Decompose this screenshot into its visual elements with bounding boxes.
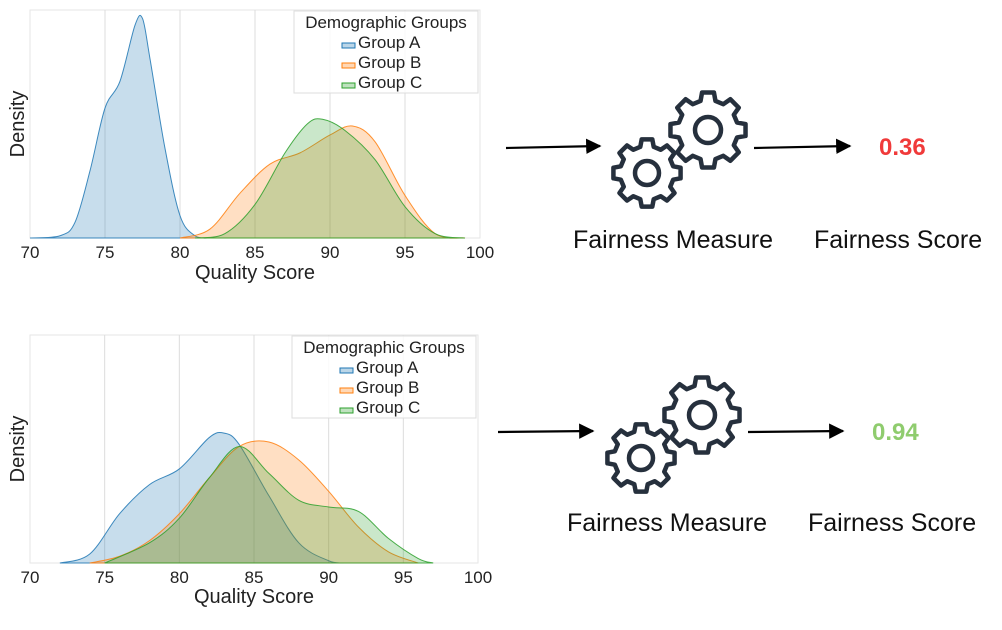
legend-entry: Group C: [356, 398, 420, 417]
fairness-score-value: 0.36: [879, 134, 926, 161]
y-axis-label: Density: [7, 91, 29, 158]
x-tick-label: 70: [21, 568, 40, 587]
legend-entry: Group B: [356, 378, 419, 397]
legend-swatch: [341, 62, 356, 69]
density-area-group-a: [59, 431, 344, 564]
legend-entry: Group C: [358, 73, 422, 92]
x-tick-label: 85: [245, 568, 264, 587]
x-tick-label: 80: [170, 568, 189, 587]
legend-entry: Group B: [358, 53, 421, 72]
legend-title: Demographic Groups: [303, 338, 465, 357]
legend-entry: Group A: [358, 33, 421, 52]
x-tick-label: 75: [95, 568, 114, 587]
x-tick-label: 100: [466, 243, 494, 262]
fairness-measure-label: Fairness Measure: [567, 509, 768, 537]
x-tick-label: 80: [171, 243, 190, 262]
x-tick-label: 85: [246, 243, 265, 262]
x-tick-label: 90: [319, 568, 338, 587]
x-tick-label: 75: [96, 243, 115, 262]
density-chart-1: 70 75 80 85 90 95 100 Quality Score Density Demog…: [7, 9, 494, 284]
gears-icon: [611, 90, 748, 209]
x-tick-label: 70: [21, 243, 40, 262]
x-tick-label: 95: [396, 243, 415, 262]
x-tick-label: 100: [464, 568, 492, 587]
density-area-group-a: [29, 14, 211, 239]
legend-swatch: [339, 367, 354, 374]
fairness-score-label: Fairness Score: [808, 509, 977, 537]
gears-icon: [605, 375, 742, 494]
legend-entry: Group A: [356, 358, 419, 377]
x-tick-label: 95: [394, 568, 413, 587]
legend-swatch: [341, 82, 356, 89]
fairness-score-label: Fairness Score: [814, 226, 983, 254]
legend-title: Demographic Groups: [305, 13, 467, 32]
x-axis-label: Quality Score: [194, 586, 314, 608]
fairness-score-value: 0.94: [872, 419, 919, 446]
y-axis-label: Density: [7, 416, 29, 483]
density-chart-2: 70 75 80 85 90 95 100 Quality Score Density Demog…: [7, 334, 492, 608]
density-area-group-c: [194, 118, 466, 239]
x-tick-label: 90: [321, 243, 340, 262]
legend-swatch: [339, 407, 354, 414]
fairness-measure-label: Fairness Measure: [573, 226, 774, 254]
density-area-group-b: [89, 440, 419, 564]
panel-1: 70 75 80 85 90 95 100 Quality Score Density Demog…: [0, 0, 1002, 305]
panel-2: 70 75 80 85 90 95 100 Quality Score Density Demog…: [0, 325, 1002, 630]
x-axis-label: Quality Score: [195, 262, 315, 284]
legend-swatch: [339, 387, 354, 394]
legend-swatch: [341, 42, 356, 49]
density-area-group-c: [104, 446, 434, 564]
